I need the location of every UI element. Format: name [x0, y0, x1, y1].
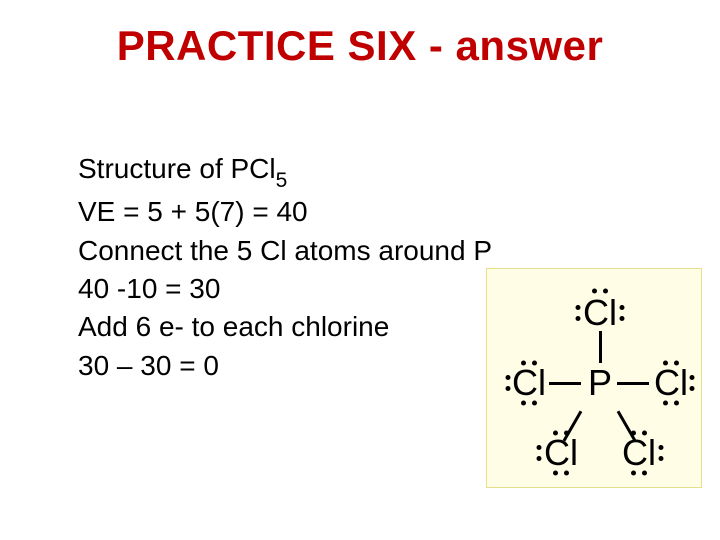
line-1-subscript: 5 — [276, 169, 288, 192]
slide: PRACTICE SIX - answer Structure of PCl5 … — [0, 0, 720, 540]
lone-pair — [690, 375, 695, 391]
line-6: 30 – 30 = 0 — [78, 347, 492, 385]
bond — [617, 382, 649, 385]
lone-pair — [506, 375, 511, 391]
line-5: Add 6 e- to each chlorine — [78, 308, 492, 346]
lone-pair — [592, 289, 608, 294]
line-1-prefix: Structure of PCl — [78, 153, 276, 184]
lone-pair — [521, 401, 537, 406]
slide-title: PRACTICE SIX - answer — [0, 22, 720, 70]
lone-pair — [631, 471, 647, 476]
line-2: VE = 5 + 5(7) = 40 — [78, 193, 492, 231]
line-1: Structure of PCl5 — [78, 150, 492, 193]
atom-P: P — [588, 365, 612, 401]
bond — [549, 382, 581, 385]
atom-Cl_left: Cl — [512, 365, 546, 401]
atom-Cl_top: Cl — [583, 295, 617, 331]
lewis-structure-diagram: P Cl Cl Cl Cl Cl — [486, 268, 702, 488]
atom-Cl_bl: Cl — [544, 435, 578, 471]
lone-pair — [631, 431, 647, 436]
lone-pair — [553, 471, 569, 476]
lone-pair — [663, 401, 679, 406]
atom-Cl_br: Cl — [622, 435, 656, 471]
lone-pair — [663, 361, 679, 366]
line-3: Connect the 5 Cl atoms around P — [78, 232, 492, 270]
lone-pair — [521, 361, 537, 366]
atom-Cl_right: Cl — [654, 365, 688, 401]
lone-pair — [537, 445, 542, 461]
lone-pair — [659, 445, 664, 461]
lone-pair — [620, 305, 625, 321]
body-text: Structure of PCl5 VE = 5 + 5(7) = 40 Con… — [78, 150, 492, 385]
line-4: 40 -10 = 30 — [78, 270, 492, 308]
lone-pair — [553, 431, 569, 436]
bond — [599, 331, 602, 363]
lone-pair — [576, 305, 581, 321]
